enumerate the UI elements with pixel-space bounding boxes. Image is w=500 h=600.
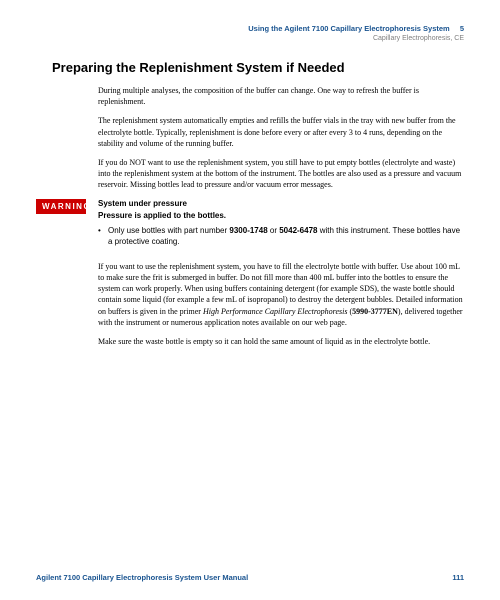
part-number-1: 9300-1748 — [229, 226, 267, 235]
paragraph-3: If you do NOT want to use the replenishm… — [98, 157, 464, 191]
header-line: Using the Agilent 7100 Capillary Electro… — [36, 24, 464, 33]
paragraph-4: If you want to use the replenishment sys… — [98, 261, 464, 328]
warning-bullet: Only use bottles with part number 9300-1… — [98, 225, 464, 247]
header-subtitle: Capillary Electrophoresis, CE — [36, 35, 464, 42]
p4-doc-number: 5990-3777EN — [352, 307, 398, 316]
warning-text-mid: or — [268, 226, 280, 235]
warning-heading: System under pressure — [98, 199, 464, 208]
footer-manual-title: Agilent 7100 Capillary Electrophoresis S… — [36, 573, 248, 582]
paragraph-5: Make sure the waste bottle is empty so i… — [98, 336, 464, 347]
section-title: Preparing the Replenishment System if Ne… — [52, 60, 464, 75]
footer-page-number: 111 — [452, 573, 464, 582]
warning-subheading: Pressure is applied to the bottles. — [98, 211, 464, 220]
document-page: Using the Agilent 7100 Capillary Electro… — [0, 0, 500, 600]
paragraph-1: During multiple analyses, the compositio… — [98, 85, 464, 107]
header-chapter: 5 — [460, 24, 464, 33]
header-title: Using the Agilent 7100 Capillary Electro… — [248, 24, 449, 33]
page-footer: Agilent 7100 Capillary Electrophoresis S… — [36, 573, 464, 582]
p4-primer-title: High Performance Capillary Electrophores… — [203, 307, 348, 316]
warning-badge: WARNING — [36, 199, 86, 214]
paragraph-2: The replenishment system automatically e… — [98, 115, 464, 149]
warning-content: System under pressure Pressure is applie… — [98, 199, 464, 247]
warning-block: WARNING System under pressure Pressure i… — [36, 199, 464, 247]
warning-text-pre: Only use bottles with part number — [108, 226, 229, 235]
part-number-2: 5042-6478 — [279, 226, 317, 235]
